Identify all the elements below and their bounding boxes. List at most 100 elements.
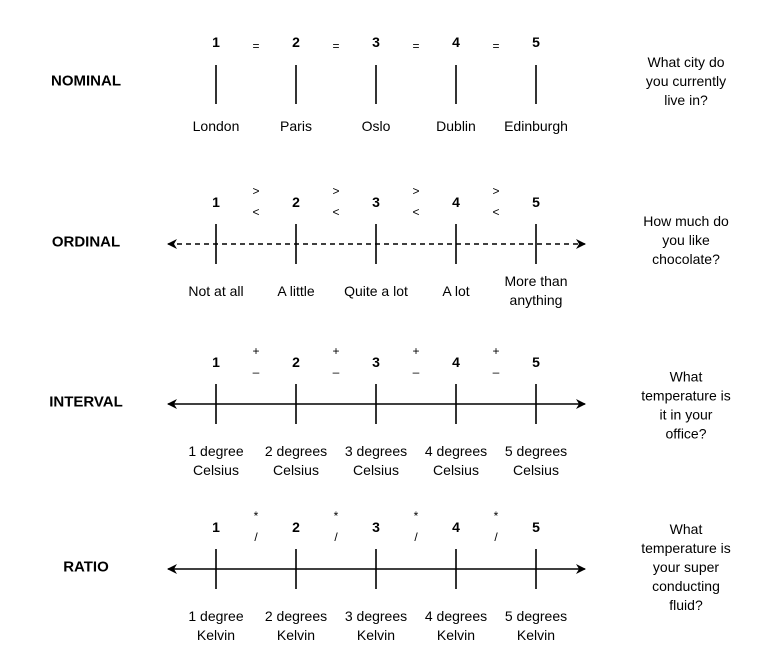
operator-symbol: > [332,184,339,198]
value-label: anything [510,292,563,308]
operator-symbol: * [254,509,259,523]
scale-number: 3 [372,34,380,50]
operator-symbol: – [333,365,340,379]
operator-symbol: / [254,530,258,544]
operator-symbol: + [332,344,339,358]
operator-symbol: / [414,530,418,544]
scale-ratio: RATIO 1 2 3 4 5 * / * / * / * / 1 degree Kelvin 2 degree… [63,509,731,643]
value-label: 2 degrees [265,608,327,624]
operator-symbol: + [412,344,419,358]
example-question: it in your [660,407,713,423]
operator-symbol: < [332,205,339,219]
scale-number: 2 [292,194,300,210]
value-label: 5 degrees [505,608,567,624]
scale-number: 4 [452,34,460,50]
value-label: Oslo [362,118,391,134]
scale-number: 5 [532,519,540,535]
example-question: How much do [643,213,729,229]
value-label: Kelvin [357,627,395,643]
operator-symbol: – [253,365,260,379]
example-question: temperature is [641,388,730,404]
scale-number: 4 [452,519,460,535]
scale-title: RATIO [63,559,109,576]
scale-number: 5 [532,194,540,210]
value-label: Celsius [433,462,479,478]
operator-symbol: = [492,39,499,53]
example-question: What [670,521,703,537]
value-label: Dublin [436,118,476,134]
scale-number: 3 [372,519,380,535]
operator-symbol: / [494,530,498,544]
scale-number: 2 [292,34,300,50]
example-question: What city do [647,54,724,70]
value-label: Edinburgh [504,118,568,134]
operator-symbol: * [494,509,499,523]
scale-ordinal: ORDINAL 1 2 3 4 5 > < > < > < > < Not at all A little Qu… [52,184,729,308]
value-label: Celsius [273,462,319,478]
example-question: What [670,369,703,385]
operator-symbol: = [252,39,259,53]
scale-number: 4 [452,194,460,210]
scale-interval: INTERVAL 1 2 3 4 5 + – + – + – + – 1 degree Celsius 2 de… [49,344,731,478]
value-label: More than [504,273,567,289]
example-question: conducting [652,578,720,594]
value-label: 1 degree [188,443,243,459]
operator-symbol: + [252,344,259,358]
value-label: Kelvin [517,627,555,643]
operator-symbol: * [414,509,419,523]
scale-number: 5 [532,34,540,50]
operator-symbol: < [492,205,499,219]
value-label: Kelvin [197,627,235,643]
scale-number: 1 [212,354,220,370]
value-label: Kelvin [437,627,475,643]
value-label: Celsius [193,462,239,478]
value-label: Quite a lot [344,283,408,299]
value-label: 2 degrees [265,443,327,459]
scale-title: NOMINAL [51,73,121,90]
operator-symbol: > [412,184,419,198]
operator-symbol: > [492,184,499,198]
scale-number: 3 [372,354,380,370]
operator-symbol: + [492,344,499,358]
operator-symbol: < [412,205,419,219]
example-question: office? [666,426,707,442]
scale-title: ORDINAL [52,234,120,251]
scale-number: 2 [292,519,300,535]
operator-symbol: – [493,365,500,379]
operator-symbol: * [334,509,339,523]
scale-nominal: NOMINAL 1 2 3 4 5 = = = = London Paris Oslo Dublin Edi… [51,34,726,134]
example-question: temperature is [641,540,730,556]
scale-number: 5 [532,354,540,370]
value-label: London [193,118,240,134]
example-question: you like [662,232,710,248]
value-label: 3 degrees [345,443,407,459]
value-label: 3 degrees [345,608,407,624]
scale-number: 2 [292,354,300,370]
operator-symbol: – [413,365,420,379]
operator-symbol: > [252,184,259,198]
example-question: you currently [646,73,726,89]
value-label: 1 degree [188,608,243,624]
example-question: live in? [664,92,708,108]
operator-symbol: = [412,39,419,53]
value-label: Paris [280,118,312,134]
value-label: Celsius [513,462,559,478]
value-label: Celsius [353,462,399,478]
value-label: 4 degrees [425,443,487,459]
value-label: 5 degrees [505,443,567,459]
scale-number: 3 [372,194,380,210]
example-question: your super [653,559,719,575]
example-question: fluid? [669,597,703,613]
operator-symbol: < [252,205,259,219]
scale-number: 1 [212,519,220,535]
value-label: A lot [442,283,469,299]
value-label: Kelvin [277,627,315,643]
scale-title: INTERVAL [49,394,123,411]
scale-number: 1 [212,34,220,50]
operator-symbol: = [332,39,339,53]
operator-symbol: / [334,530,338,544]
scale-number: 4 [452,354,460,370]
example-question: chocolate? [652,251,720,267]
value-label: 4 degrees [425,608,487,624]
